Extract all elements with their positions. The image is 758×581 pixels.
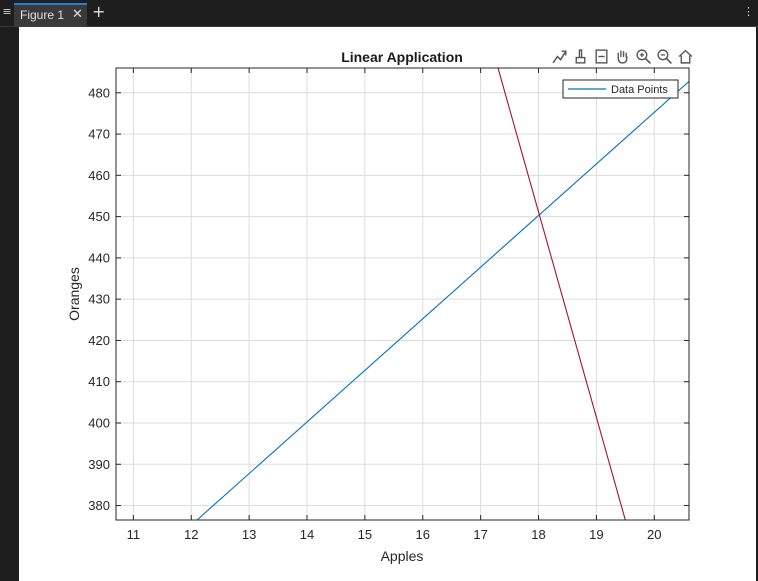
left-panel-strip (0, 27, 19, 581)
y-tick-label: 460 (88, 168, 110, 183)
close-icon[interactable]: ✕ (72, 7, 83, 22)
chart-title: Linear Application (341, 49, 463, 65)
zoom-in-icon[interactable] (633, 46, 653, 66)
x-tick-label: 19 (589, 527, 603, 542)
y-tick-label: 410 (88, 374, 110, 389)
x-tick-label: 12 (184, 527, 198, 542)
x-tick-label: 20 (647, 527, 661, 542)
axes-toolbar (549, 46, 696, 68)
legend[interactable]: Data Points (562, 79, 679, 99)
y-tick-label: 430 (88, 292, 110, 307)
plot-box (115, 67, 690, 521)
x-tick-label: 16 (416, 527, 430, 542)
y-tick-label: 470 (88, 127, 110, 142)
series-line-2 (497, 68, 626, 520)
x-tick-label: 18 (531, 527, 545, 542)
brush-icon[interactable] (570, 46, 590, 66)
x-axis-label: Apples (381, 548, 424, 564)
y-tick-label: 440 (88, 250, 110, 265)
y-tick-label: 480 (88, 85, 110, 100)
tab-figure-1[interactable]: Figure 1 ✕ (14, 3, 87, 26)
legend-label-data-points: Data Points (611, 84, 668, 96)
x-tick-label: 14 (300, 527, 314, 542)
data-tips-icon[interactable] (549, 46, 569, 66)
x-tick-label: 17 (473, 527, 487, 542)
x-tick-label: 13 (242, 527, 256, 542)
y-tick-label: 380 (88, 498, 110, 513)
tab-menu-icon[interactable]: ≡ (2, 5, 12, 18)
tab-label: Figure 1 (20, 8, 65, 22)
y-axis-label: Oranges (66, 267, 82, 321)
legend-box (562, 79, 679, 99)
ticks-layer: 11 12 13 14 15 16 17 18 19 20 380 390 400 410 420 430 44… (88, 68, 689, 542)
legend-toggle-icon[interactable] (591, 46, 611, 66)
figure-tab-bar: ≡ Figure 1 ✕ + ⋮ (0, 0, 758, 27)
zoom-out-icon[interactable] (654, 46, 674, 66)
series-layer (196, 68, 689, 520)
figure-canvas (19, 27, 756, 581)
add-tab-icon[interactable]: + (92, 2, 106, 21)
y-tick-label: 400 (88, 415, 110, 430)
y-tick-label: 420 (88, 333, 110, 348)
right-panel-strip (756, 27, 758, 581)
y-tick-label: 390 (88, 457, 110, 472)
y-tick-label: 450 (88, 209, 110, 224)
grid-lines (116, 68, 689, 520)
pan-hand-icon[interactable] (612, 46, 632, 66)
series-line-1 (196, 81, 689, 520)
more-options-icon[interactable]: ⋮ (743, 5, 754, 18)
x-tick-label: 15 (358, 527, 372, 542)
x-tick-label: 11 (127, 527, 141, 542)
home-icon[interactable] (675, 46, 695, 66)
